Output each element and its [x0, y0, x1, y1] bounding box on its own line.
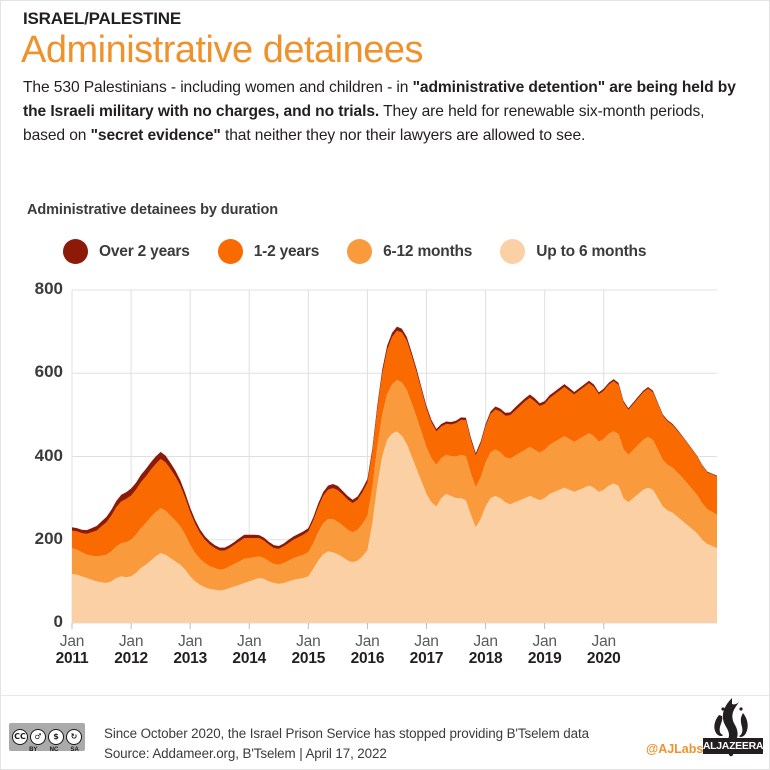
- legend-label-over2: Over 2 years: [99, 242, 190, 260]
- creative-commons-icon: CC ♂ $ ↻: [9, 723, 85, 751]
- cc-mark-by: ♂: [30, 729, 46, 745]
- chart-legend: Over 2 years 1-2 years 6-12 months Up to 6 …: [63, 239, 674, 264]
- cc-mark-sa: ↻: [66, 729, 82, 745]
- cc-sublabel-by: BY: [29, 747, 38, 753]
- standfirst-segment-0: The 530 Palestinians - including women a…: [23, 79, 413, 96]
- source-note: Since October 2020, the Israel Prison Se…: [104, 724, 589, 764]
- legend-swatch-icon-m0_6: [500, 239, 526, 264]
- aljazeera-logo-icon: [714, 698, 748, 757]
- legend-swatch-icon-over2: [63, 239, 88, 264]
- ajlabs-handle: @AJLabs: [646, 742, 704, 756]
- cc-sublabels: BY NC SA: [9, 747, 85, 753]
- standfirst-segment-3: "secret evidence": [90, 127, 221, 144]
- cc-mark-nc: $: [48, 729, 64, 745]
- source-note-line1: Since October 2020, the Israel Prison Se…: [104, 726, 589, 741]
- legend-item-over2[interactable]: Over 2 years: [63, 239, 190, 264]
- standfirst-paragraph: The 530 Palestinians - including women a…: [23, 76, 739, 148]
- area-series-up-to-6-months: [72, 431, 717, 623]
- legend-label-y1_2: 1-2 years: [253, 242, 320, 260]
- cc-sublabel-sa: SA: [70, 747, 79, 753]
- cc-mark-cc: CC: [12, 729, 28, 745]
- chart-title: Administrative detainees by duration: [27, 202, 279, 218]
- footer-divider: [1, 695, 769, 696]
- legend-label-m6_12: 6-12 months: [383, 242, 473, 260]
- legend-item-y1_2[interactable]: 1-2 years: [217, 239, 320, 264]
- legend-item-m6_12[interactable]: 6-12 months: [347, 239, 472, 264]
- legend-swatch-icon-y1_2: [217, 239, 243, 264]
- area-series-6-12-months: [72, 379, 717, 591]
- aljazeera-wordmark: ALJAZEERA: [702, 738, 764, 754]
- source-note-line2: Source: Addameer.org, B'Tselem | April 1…: [104, 746, 387, 761]
- standfirst-segment-4: that neither they nor their lawyers are …: [220, 127, 586, 144]
- legend-item-m0_6[interactable]: Up to 6 months: [500, 239, 646, 264]
- cc-sublabel-nc: NC: [49, 747, 59, 753]
- page-title: Administrative detainees: [21, 29, 424, 71]
- standfirst-segment-2: They are held for renewable six-month pe…: [23, 103, 705, 144]
- legend-label-m0_6: Up to 6 months: [536, 242, 647, 260]
- kicker-label: ISRAEL/PALESTINE: [23, 9, 182, 28]
- legend-swatch-icon-m6_12: [347, 239, 373, 264]
- area-series-1-2-years: [72, 330, 717, 570]
- standfirst-segment-1: "administrative detention" are being hel…: [23, 79, 736, 120]
